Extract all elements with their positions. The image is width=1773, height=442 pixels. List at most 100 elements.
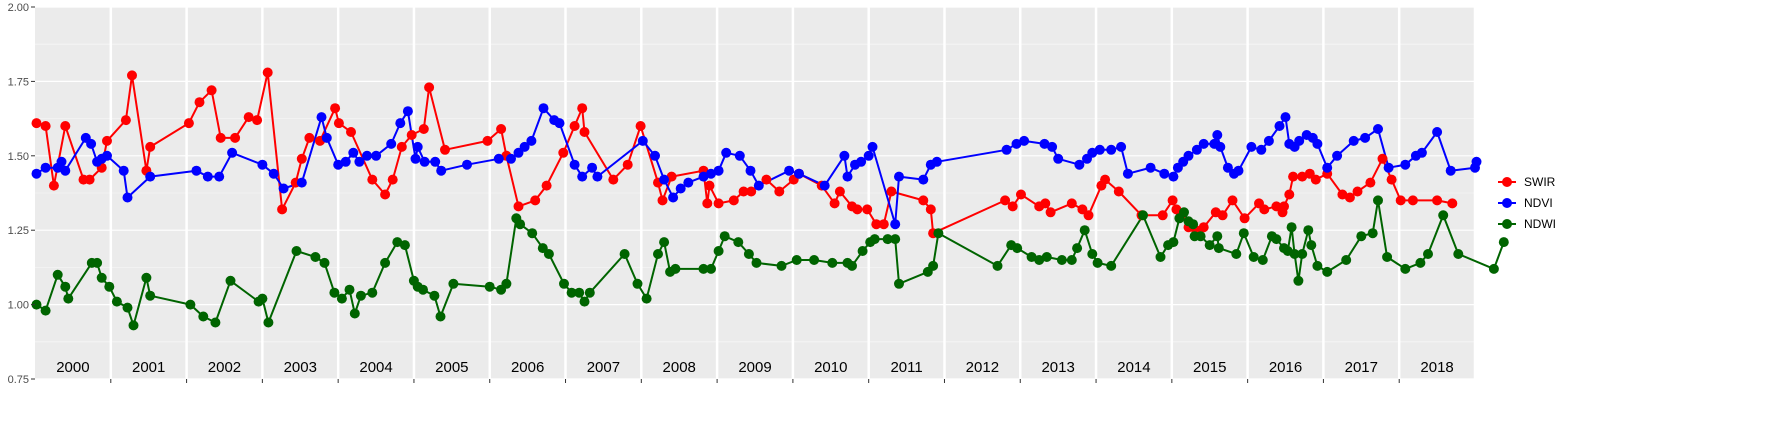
data-point-ndwi	[367, 287, 378, 298]
data-point-swir	[127, 70, 137, 81]
data-point-ndvi	[753, 180, 764, 191]
data-point-swir	[1377, 153, 1388, 164]
data-point-swir	[482, 135, 493, 146]
data-point-ndwi	[1306, 240, 1317, 251]
data-point-ndvi	[659, 174, 670, 185]
data-point-swir	[886, 186, 897, 197]
data-point-swir	[252, 115, 263, 126]
data-point-ndwi	[698, 263, 709, 274]
data-point-swir	[925, 204, 936, 215]
data-point-ndvi	[493, 153, 504, 164]
data-point-ndwi	[515, 219, 526, 230]
data-point-ndvi	[506, 153, 516, 164]
data-point-ndwi	[894, 278, 904, 289]
data-point-ndvi	[721, 147, 732, 158]
data-point-ndwi	[719, 231, 730, 242]
data-point-ndwi	[751, 257, 762, 268]
data-point-ndwi	[933, 228, 944, 239]
data-point-ndvi	[1445, 165, 1456, 176]
data-point-ndwi	[1498, 237, 1509, 248]
data-point-ndwi	[776, 260, 787, 271]
data-point-ndvi	[1198, 138, 1209, 149]
series-layer	[31, 67, 1509, 331]
grid-layer	[35, 6, 1477, 380]
data-point-swir	[761, 174, 772, 185]
axis-layer: 0.75 1.00 1.25 1.50 1.75 2.00 2000 2001 2002 2003…	[8, 2, 1454, 386]
data-point-swir	[878, 219, 889, 230]
year-label: 2001	[132, 359, 165, 376]
data-point-ndvi	[1212, 130, 1223, 140]
year-label: 2008	[663, 359, 696, 376]
legend-key-point	[1502, 198, 1512, 208]
data-point-ndvi	[1416, 147, 1427, 158]
data-point-ndwi	[329, 287, 340, 298]
data-point-ndwi	[1041, 252, 1052, 262]
data-point-ndwi	[890, 234, 901, 245]
data-point-ndwi	[1257, 255, 1268, 265]
data-point-ndwi	[1012, 243, 1023, 254]
data-point-swir	[1239, 213, 1250, 224]
data-point-ndvi	[60, 165, 71, 176]
data-point-ndwi	[225, 275, 236, 286]
data-point-ndvi	[706, 168, 716, 179]
legend-label: SWIR	[1524, 175, 1556, 189]
data-point-ndvi	[462, 159, 472, 170]
data-point-ndwi	[319, 257, 330, 268]
data-point-swir	[296, 153, 307, 164]
data-point-ndwi	[96, 272, 107, 283]
data-point-ndvi	[1360, 132, 1371, 143]
data-point-ndvi	[354, 156, 365, 167]
year-label: 2005	[435, 359, 468, 376]
data-point-ndvi	[1168, 171, 1179, 182]
year-label: 2018	[1420, 359, 1453, 376]
data-point-swir	[1395, 195, 1406, 206]
data-point-swir	[713, 198, 724, 209]
data-point-ndvi	[713, 165, 724, 176]
data-point-ndvi	[698, 171, 709, 182]
data-point-swir	[541, 180, 552, 191]
data-point-ndwi	[185, 299, 196, 310]
data-point-ndvi	[321, 132, 332, 143]
data-point-ndwi	[1373, 195, 1383, 206]
year-label: 2012	[966, 359, 999, 376]
data-point-ndvi	[592, 171, 603, 182]
data-point-swir	[1040, 198, 1051, 209]
data-point-ndvi	[1312, 138, 1323, 149]
data-point-ndvi	[1116, 141, 1127, 152]
data-point-ndvi	[362, 150, 372, 161]
data-point-swir	[1167, 195, 1178, 206]
data-point-ndwi	[141, 272, 152, 283]
data-point-swir	[396, 141, 407, 152]
data-point-ndwi	[1168, 237, 1179, 248]
data-point-ndwi	[40, 305, 51, 316]
y-tick-label: 1.25	[8, 225, 29, 237]
data-point-ndwi	[1231, 249, 1242, 259]
data-point-ndwi	[1356, 231, 1367, 242]
data-point-ndwi	[1423, 249, 1433, 259]
data-point-ndwi	[584, 287, 595, 298]
data-point-swir	[702, 198, 713, 209]
data-point-ndvi	[214, 171, 225, 182]
legend-label: NDWI	[1524, 217, 1556, 231]
data-point-ndwi	[344, 284, 355, 295]
data-point-ndvi	[819, 180, 830, 191]
data-point-swir	[1279, 201, 1289, 212]
data-point-ndvi	[40, 162, 51, 173]
data-point-ndvi	[118, 165, 129, 176]
data-point-swir	[387, 174, 398, 185]
data-point-swir	[40, 121, 51, 131]
data-point-ndwi	[928, 260, 939, 271]
data-point-ndwi	[291, 246, 302, 256]
data-point-ndvi	[1373, 124, 1383, 134]
data-point-ndvi	[395, 118, 406, 129]
data-point-swir	[871, 219, 882, 230]
data-point-ndvi	[348, 147, 359, 158]
data-point-ndwi	[869, 234, 880, 245]
year-label: 2011	[890, 359, 922, 376]
data-point-ndwi	[1138, 210, 1148, 221]
data-point-swir	[215, 132, 226, 143]
data-point-ndvi	[1053, 153, 1064, 164]
year-label: 2014	[1117, 359, 1150, 376]
data-point-swir	[84, 174, 95, 185]
